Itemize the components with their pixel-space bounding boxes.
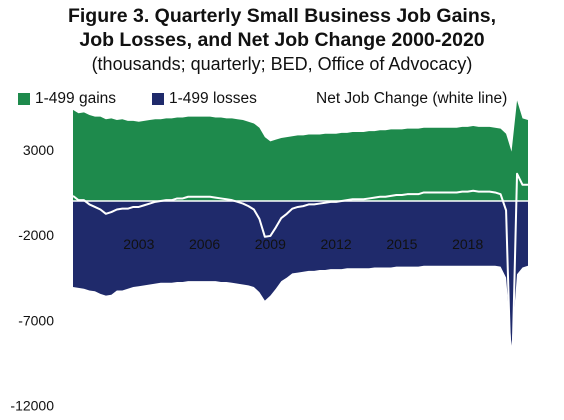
title-block: Figure 3. Quarterly Small Business Job G… [0, 4, 564, 76]
x-tick-label: 2018 [452, 236, 483, 252]
x-tick-label: 2009 [255, 236, 286, 252]
legend-label-gains: 1-499 gains [35, 90, 117, 107]
x-tick-label: 2012 [321, 236, 352, 252]
chart-title-line-2: Job Losses, and Net Job Change 2000-2020 [79, 29, 485, 51]
y-tick-label: -12000 [10, 398, 54, 414]
chart-areas [72, 100, 528, 400]
legend: 1-499 gains 1-499 losses Net Job Change … [0, 90, 564, 112]
series-losses-area [73, 201, 528, 346]
legend-item-net: Net Job Change (white line) [316, 90, 507, 108]
y-tick-label: 3000 [23, 142, 54, 158]
x-tick-label: 2006 [189, 236, 220, 252]
x-axis-ticks: 2003 2006 2009 2012 2015 2018 [123, 236, 483, 252]
legend-swatch-gains [18, 93, 30, 105]
legend-item-losses: 1-499 losses [152, 90, 257, 108]
x-tick-label: 2003 [123, 236, 154, 252]
legend-swatch-losses [152, 93, 164, 105]
legend-label-net: Net Job Change (white line) [316, 90, 508, 107]
y-axis-ticks: 3000 -2000 -7000 -12000 [10, 142, 54, 414]
chart-title-line-1: Figure 3. Quarterly Small Business Job G… [67, 5, 497, 27]
chart-title: Figure 3. Quarterly Small Business Job G… [0, 4, 564, 52]
y-tick-label: -2000 [18, 227, 54, 243]
legend-item-gains: 1-499 gains [18, 90, 116, 108]
legend-label-losses: 1-499 losses [169, 90, 257, 107]
chart-subtitle: (thousands; quarterly; BED, Office of Ad… [91, 54, 473, 74]
series-gains-area [73, 100, 528, 201]
x-tick-label: 2015 [386, 236, 417, 252]
y-tick-label: -7000 [18, 312, 54, 328]
series-net-line [72, 172, 528, 400]
